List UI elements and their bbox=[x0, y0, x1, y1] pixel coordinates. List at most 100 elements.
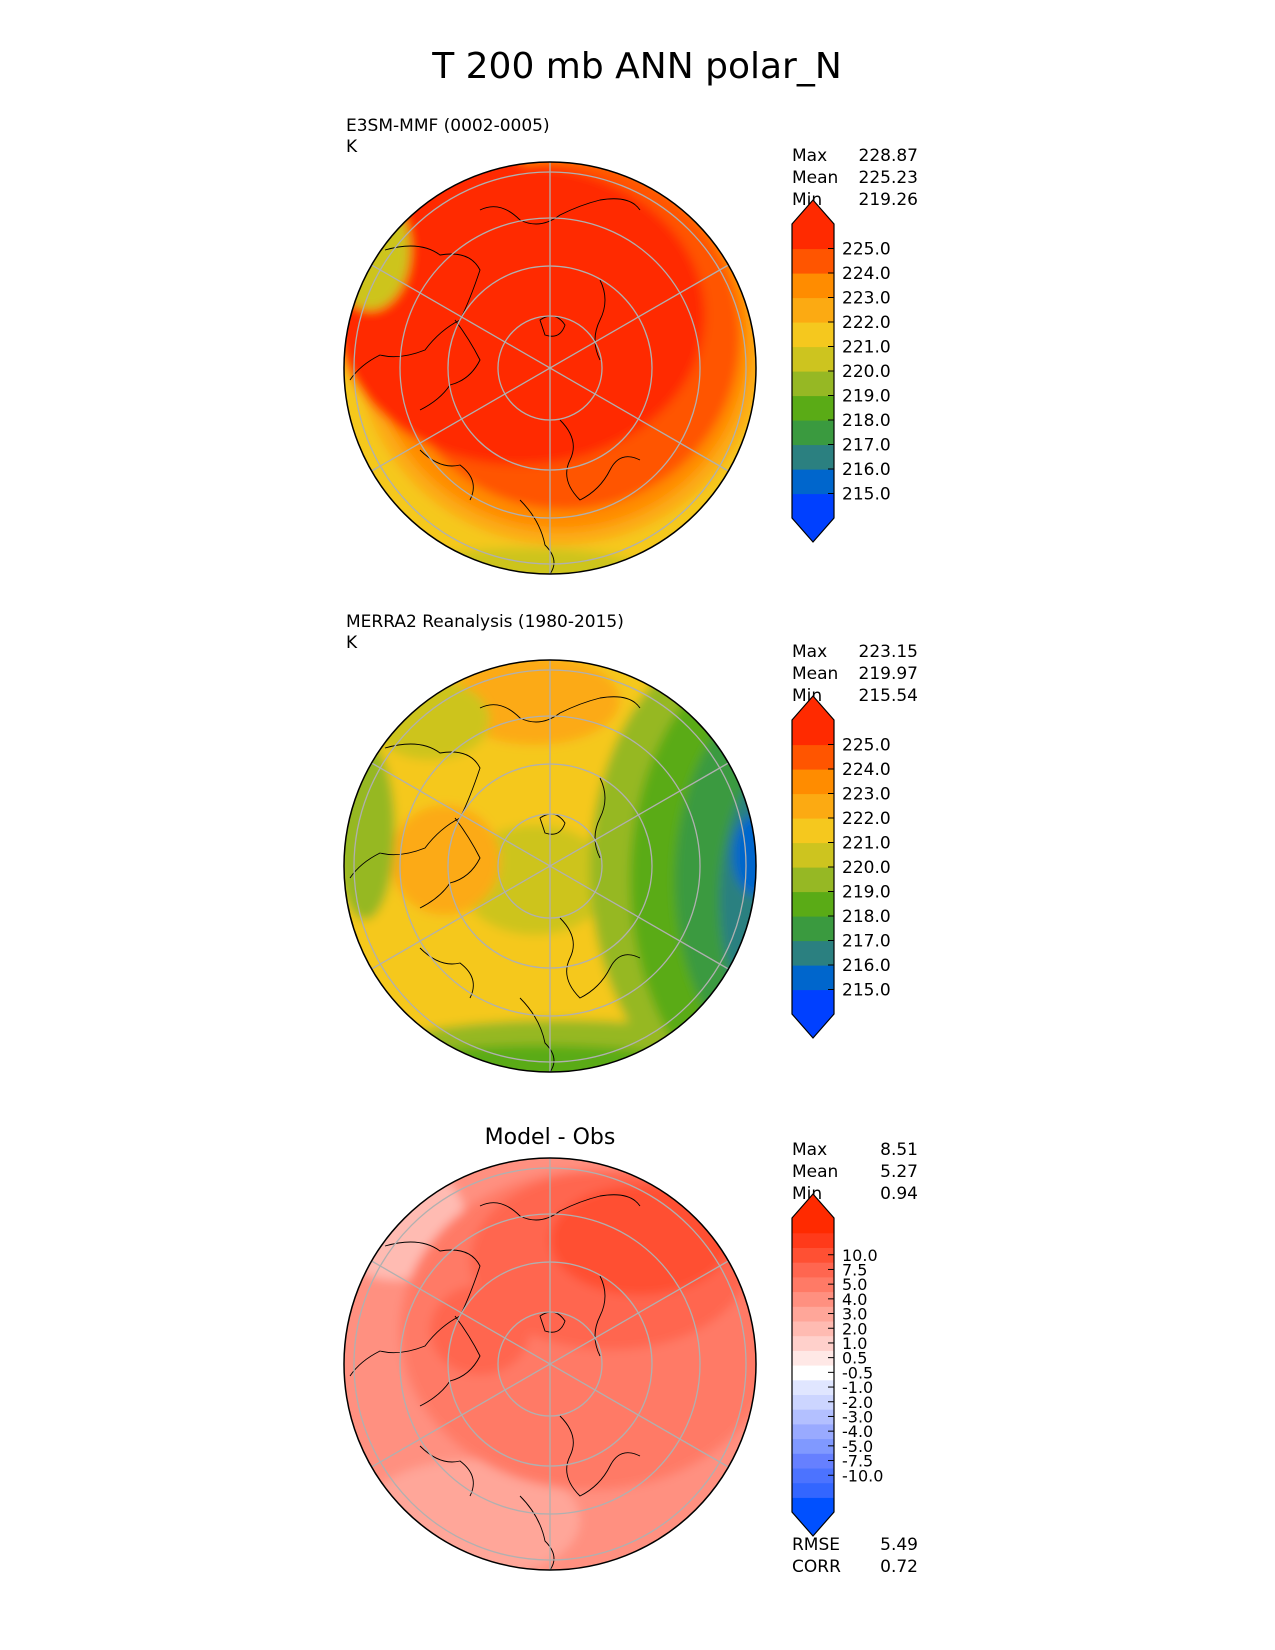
colorbar-segment bbox=[792, 1394, 834, 1410]
colorbar-tick-label: -2.0 bbox=[842, 1393, 873, 1412]
panel-test-units: K bbox=[346, 137, 358, 157]
colorbar-segment bbox=[792, 720, 834, 746]
colorbar-segment bbox=[792, 1291, 834, 1307]
colorbar-segment bbox=[792, 1247, 834, 1263]
colorbar-reference: 215.0 216.0 217.0 218.0 219.0 220.0 221.0 222.0… bbox=[791, 695, 891, 1039]
colorbar-segment bbox=[792, 248, 834, 274]
colorbar-tick-label: 225.0 bbox=[842, 736, 891, 756]
colorbar-tick-label: 4.0 bbox=[842, 1290, 867, 1309]
stat-value: 0.94 bbox=[880, 1184, 918, 1204]
colorbar-tick-label: 222.0 bbox=[842, 313, 891, 333]
colorbar-segment bbox=[792, 769, 834, 795]
colorbar-segment bbox=[792, 1335, 834, 1351]
field-band bbox=[344, 740, 395, 920]
colorbar-extend-max bbox=[792, 200, 834, 224]
panel-reference-units: K bbox=[346, 633, 358, 653]
colorbar-extend-max bbox=[792, 696, 834, 720]
panel-reference-title: MERRA2 Reanalysis (1980-2015) bbox=[346, 612, 624, 632]
stat-label: Max bbox=[792, 146, 827, 166]
colorbar-extend-max bbox=[792, 1194, 834, 1218]
colorbar-segment bbox=[792, 965, 834, 991]
stat-label: Mean bbox=[792, 168, 838, 188]
stat-value: 223.15 bbox=[859, 642, 918, 662]
colorbar-tick-label: -10.0 bbox=[842, 1466, 883, 1485]
colorbar-tick-label: -1.0 bbox=[842, 1378, 873, 1397]
colorbar-tick-label: 218.0 bbox=[842, 411, 891, 431]
colorbar-tick-label: 224.0 bbox=[842, 760, 891, 780]
colorbar-segment bbox=[792, 1379, 834, 1395]
panel-test-map bbox=[344, 162, 756, 574]
stat-value: 215.54 bbox=[859, 686, 918, 706]
stat-label: Mean bbox=[792, 1162, 838, 1182]
field-band bbox=[360, 1045, 720, 1072]
graticule bbox=[353, 1158, 747, 1570]
stat-label: Mean bbox=[792, 664, 838, 684]
colorbar-tick-label: -0.5 bbox=[842, 1363, 873, 1382]
colorbar-segment bbox=[792, 1320, 834, 1337]
colorbar-segment bbox=[792, 793, 834, 819]
colorbar-tick-label: -4.0 bbox=[842, 1422, 873, 1441]
colorbar-segment bbox=[792, 916, 834, 942]
colorbar-segment bbox=[792, 493, 834, 519]
stat-value: 5.27 bbox=[880, 1162, 918, 1182]
colorbar-segment bbox=[792, 1409, 834, 1425]
panel-reference: MERRA2 Reanalysis (1980-2015) K bbox=[343, 612, 918, 1073]
map-border bbox=[343, 659, 757, 1073]
colorbar-segment bbox=[792, 371, 834, 397]
stat-value: 219.97 bbox=[859, 664, 918, 684]
panel-difference-title: Model - Obs bbox=[485, 1125, 616, 1150]
field-band bbox=[550, 1185, 730, 1295]
panel-test: E3SM-MMF (0002-0005) K bbox=[343, 116, 918, 575]
colorbar-tick-label: 221.0 bbox=[842, 834, 891, 854]
colorbar-tick-label: 220.0 bbox=[842, 858, 891, 878]
colorbar-segment bbox=[792, 420, 834, 446]
stat-label: Max bbox=[792, 642, 827, 662]
stat-value: 228.87 bbox=[859, 146, 918, 166]
stat-value: 219.26 bbox=[859, 190, 918, 210]
colorbar-tick-label: 3.0 bbox=[842, 1305, 867, 1324]
colorbar-tick-label: 215.0 bbox=[842, 485, 891, 505]
colorbar-tick-label: 225.0 bbox=[842, 240, 891, 260]
colorbar-test: 215.0 216.0 217.0 218.0 219.0 220.0 221.0 222.0… bbox=[791, 199, 891, 543]
colorbar-outline bbox=[791, 1193, 835, 1537]
colorbar-segment bbox=[792, 1350, 834, 1366]
colorbar-tick-label: 5.0 bbox=[842, 1275, 867, 1294]
colorbar-segment bbox=[792, 1365, 834, 1381]
field-band bbox=[390, 805, 500, 915]
colorbar-tick-label: 221.0 bbox=[842, 338, 891, 358]
colorbar-segment bbox=[792, 224, 834, 250]
colorbar-segment bbox=[792, 989, 834, 1015]
panel-reference-map bbox=[344, 660, 756, 1072]
colorbar-segment bbox=[792, 322, 834, 348]
colorbar-segment bbox=[792, 818, 834, 844]
colorbar-tick-label: 217.0 bbox=[842, 436, 891, 456]
colorbar-outline bbox=[791, 199, 835, 543]
colorbar-segment bbox=[792, 1232, 834, 1248]
colorbar-difference: -10.0-7.5-5.0-4.0-3.0-2.0-1.0-0.50.51.02… bbox=[791, 1193, 883, 1537]
colorbar-tick-label: 218.0 bbox=[842, 907, 891, 927]
colorbar-tick-label: 7.5 bbox=[842, 1260, 867, 1279]
colorbar-segment bbox=[792, 940, 834, 966]
colorbar-extend-min bbox=[792, 1014, 834, 1038]
colorbar-tick-label: 1.0 bbox=[842, 1334, 867, 1353]
colorbar-segment bbox=[792, 346, 834, 372]
metric-label: CORR bbox=[792, 1557, 841, 1577]
colorbar-tick-label: 216.0 bbox=[842, 956, 891, 976]
colorbar-tick-label: 219.0 bbox=[842, 883, 891, 903]
colorbar-segment bbox=[792, 867, 834, 893]
colorbar-segment bbox=[792, 1467, 834, 1484]
graticule bbox=[353, 660, 747, 1072]
colorbar-segment bbox=[792, 1423, 834, 1440]
graticule bbox=[353, 162, 747, 574]
colorbar-segment bbox=[792, 1453, 834, 1469]
coastlines bbox=[349, 696, 641, 1072]
stat-value: 225.23 bbox=[859, 168, 918, 188]
colorbar-tick-label: 0.5 bbox=[842, 1349, 867, 1368]
panel-difference-map bbox=[344, 1158, 756, 1570]
colorbar-tick-label: -7.5 bbox=[842, 1452, 873, 1471]
field-band bbox=[344, 165, 705, 465]
colorbar-segment bbox=[792, 842, 834, 868]
colorbar-segment bbox=[792, 744, 834, 770]
colorbar-segment bbox=[792, 1497, 834, 1513]
